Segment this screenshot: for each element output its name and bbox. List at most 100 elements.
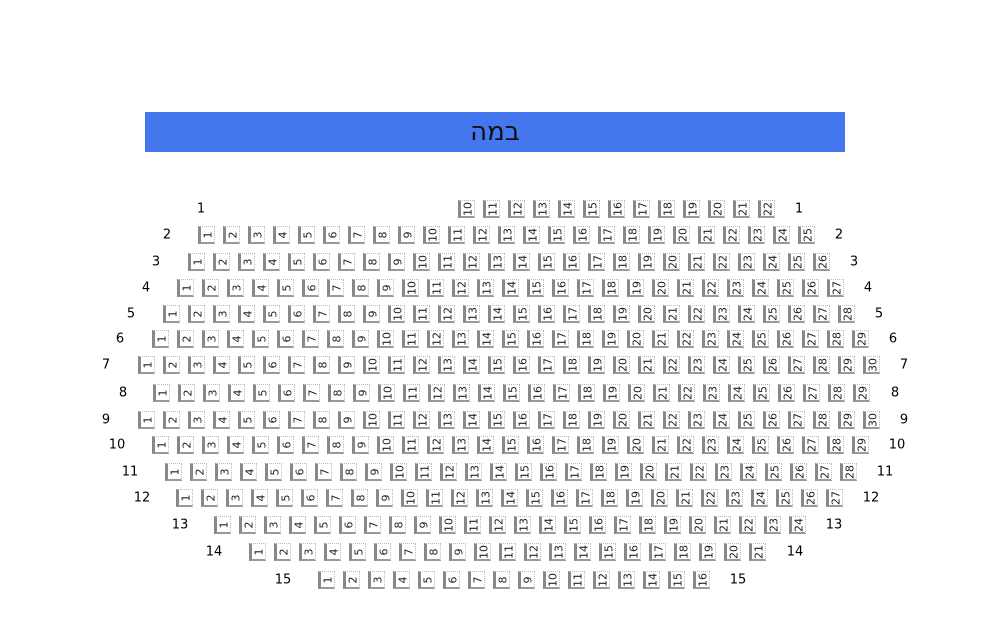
seat[interactable]: 20 xyxy=(627,436,644,454)
seat[interactable]: 15 xyxy=(488,356,505,374)
seat[interactable]: 26 xyxy=(801,489,818,507)
seat[interactable]: 15 xyxy=(548,226,565,244)
seat[interactable]: 2 xyxy=(190,463,207,481)
seat[interactable]: 18 xyxy=(623,226,640,244)
seat[interactable]: 8 xyxy=(338,305,355,323)
seat[interactable]: 4 xyxy=(289,516,306,534)
seat[interactable]: 22 xyxy=(690,463,707,481)
seat[interactable]: 10 xyxy=(474,543,491,561)
seat[interactable]: 18 xyxy=(563,356,580,374)
seat[interactable]: 6 xyxy=(277,330,294,348)
seat[interactable]: 1 xyxy=(214,516,231,534)
seat[interactable]: 13 xyxy=(477,279,494,297)
seat[interactable]: 2 xyxy=(343,571,360,589)
seat[interactable]: 27 xyxy=(802,330,819,348)
seat[interactable]: 16 xyxy=(608,200,625,218)
seat[interactable]: 20 xyxy=(638,305,655,323)
seat[interactable]: 22 xyxy=(739,516,756,534)
seat[interactable]: 28 xyxy=(840,463,857,481)
seat[interactable]: 16 xyxy=(551,489,568,507)
seat[interactable]: 14 xyxy=(490,463,507,481)
seat[interactable]: 2 xyxy=(177,436,194,454)
seat[interactable]: 10 xyxy=(401,489,418,507)
seat[interactable]: 24 xyxy=(763,253,780,271)
seat[interactable]: 22 xyxy=(713,253,730,271)
seat[interactable]: 19 xyxy=(638,253,655,271)
seat[interactable]: 5 xyxy=(252,436,269,454)
seat[interactable]: 5 xyxy=(418,571,435,589)
seat[interactable]: 14 xyxy=(513,253,530,271)
seat[interactable]: 24 xyxy=(789,516,806,534)
seat[interactable]: 3 xyxy=(264,516,281,534)
seat[interactable]: 11 xyxy=(483,200,500,218)
seat[interactable]: 1 xyxy=(188,253,205,271)
seat[interactable]: 23 xyxy=(727,279,744,297)
seat[interactable]: 23 xyxy=(715,463,732,481)
seat[interactable]: 9 xyxy=(398,226,415,244)
seat[interactable]: 23 xyxy=(702,436,719,454)
seat[interactable]: 22 xyxy=(758,200,775,218)
seat[interactable]: 22 xyxy=(701,489,718,507)
seat[interactable]: 17 xyxy=(538,356,555,374)
seat[interactable]: 19 xyxy=(664,516,681,534)
seat[interactable]: 18 xyxy=(602,279,619,297)
seat[interactable]: 13 xyxy=(438,356,455,374)
seat[interactable]: 6 xyxy=(263,411,280,429)
seat[interactable]: 15 xyxy=(583,200,600,218)
seat[interactable]: 10 xyxy=(363,411,380,429)
seat[interactable]: 16 xyxy=(624,543,641,561)
seat[interactable]: 19 xyxy=(699,543,716,561)
seat[interactable]: 21 xyxy=(652,330,669,348)
seat[interactable]: 20 xyxy=(673,226,690,244)
seat[interactable]: 12 xyxy=(593,571,610,589)
seat[interactable]: 23 xyxy=(726,489,743,507)
seat[interactable]: 8 xyxy=(327,330,344,348)
seat[interactable]: 19 xyxy=(588,356,605,374)
seat[interactable]: 25 xyxy=(788,253,805,271)
seat[interactable]: 17 xyxy=(576,489,593,507)
seat[interactable]: 15 xyxy=(538,253,555,271)
seat[interactable]: 16 xyxy=(513,356,530,374)
seat[interactable]: 12 xyxy=(427,436,444,454)
seat[interactable]: 20 xyxy=(724,543,741,561)
seat[interactable]: 18 xyxy=(601,489,618,507)
seat[interactable]: 8 xyxy=(351,489,368,507)
seat[interactable]: 14 xyxy=(477,436,494,454)
seat[interactable]: 16 xyxy=(573,226,590,244)
seat[interactable]: 28 xyxy=(827,436,844,454)
seat[interactable]: 10 xyxy=(378,384,395,402)
seat[interactable]: 10 xyxy=(413,253,430,271)
seat[interactable]: 11 xyxy=(403,384,420,402)
seat[interactable]: 2 xyxy=(274,543,291,561)
seat[interactable]: 23 xyxy=(702,330,719,348)
seat[interactable]: 17 xyxy=(649,543,666,561)
seat[interactable]: 11 xyxy=(568,571,585,589)
seat[interactable]: 23 xyxy=(764,516,781,534)
seat[interactable]: 12 xyxy=(428,384,445,402)
seat[interactable]: 30 xyxy=(863,356,880,374)
seat[interactable]: 24 xyxy=(727,436,744,454)
seat[interactable]: 24 xyxy=(752,279,769,297)
seat[interactable]: 26 xyxy=(802,279,819,297)
seat[interactable]: 22 xyxy=(663,411,680,429)
seat[interactable]: 17 xyxy=(553,384,570,402)
seat[interactable]: 4 xyxy=(240,463,257,481)
seat[interactable]: 17 xyxy=(565,463,582,481)
seat[interactable]: 7 xyxy=(302,330,319,348)
seat[interactable]: 21 xyxy=(749,543,766,561)
seat[interactable]: 9 xyxy=(518,571,535,589)
seat[interactable]: 1 xyxy=(138,356,155,374)
seat[interactable]: 23 xyxy=(688,356,705,374)
seat[interactable]: 26 xyxy=(777,436,794,454)
seat[interactable]: 10 xyxy=(390,463,407,481)
seat[interactable]: 5 xyxy=(288,253,305,271)
seat[interactable]: 27 xyxy=(788,356,805,374)
seat[interactable]: 19 xyxy=(588,411,605,429)
seat[interactable]: 1 xyxy=(152,436,169,454)
seat[interactable]: 2 xyxy=(202,279,219,297)
seat[interactable]: 19 xyxy=(602,330,619,348)
seat[interactable]: 26 xyxy=(777,330,794,348)
seat[interactable]: 25 xyxy=(738,411,755,429)
seat[interactable]: 1 xyxy=(163,305,180,323)
seat[interactable]: 19 xyxy=(626,489,643,507)
